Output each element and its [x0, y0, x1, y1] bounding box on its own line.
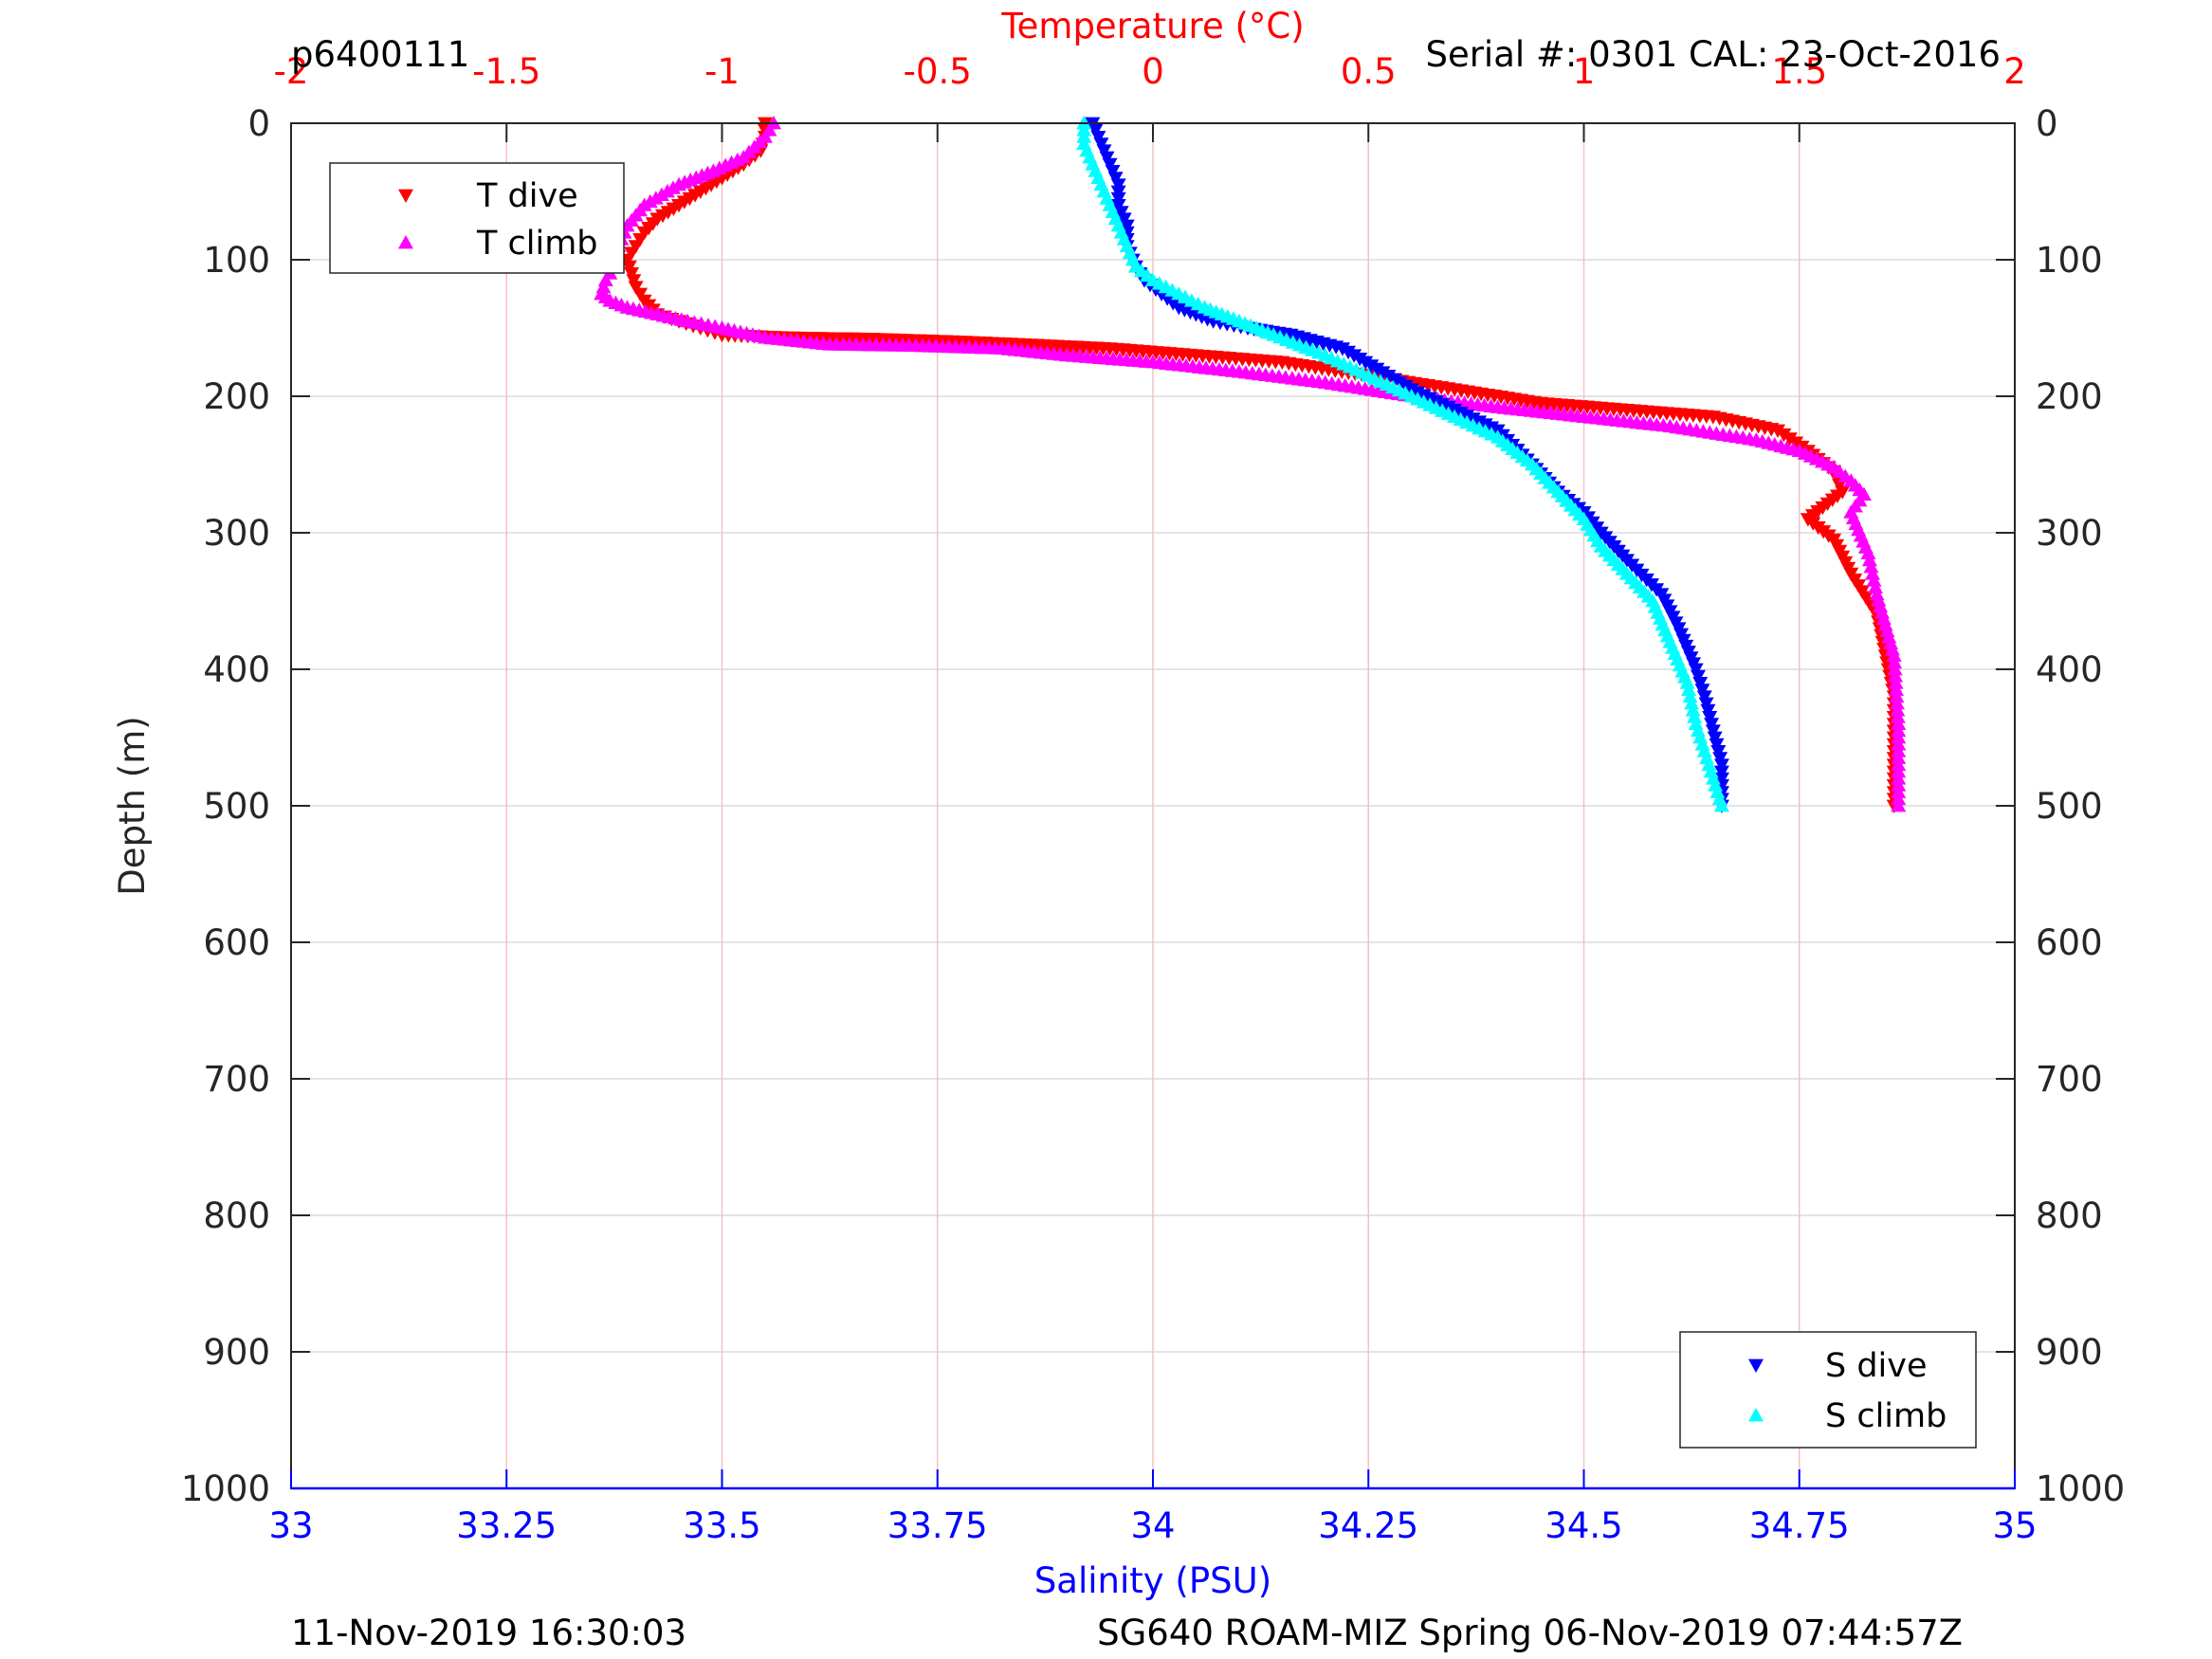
data-point [1866, 573, 1882, 587]
legend-marker-triangle [1748, 1408, 1764, 1422]
y-tick-label-right: 900 [2036, 1332, 2103, 1373]
legend-marker-triangle [398, 189, 413, 203]
legend-temperature-box [329, 162, 625, 274]
y-tick-label-left: 300 [203, 513, 270, 554]
y-tick-label-left: 700 [203, 1059, 270, 1100]
data-point [1679, 675, 1695, 689]
temperature-tick-label: 1.5 [1771, 51, 1827, 92]
y-tick-label-left: 900 [203, 1332, 270, 1373]
profile-id-label: p6400111 [291, 34, 469, 75]
legend-t-climb-marker [398, 235, 413, 249]
y-tick-label-right: 600 [2036, 922, 2103, 963]
data-point [1886, 647, 1902, 662]
legend-s-dive-marker [1748, 1358, 1764, 1373]
y-tick-label-left: 400 [203, 649, 270, 690]
legend-s-climb-label: S climb [1825, 1397, 1947, 1435]
y-tick-label-right: 100 [2036, 240, 2103, 281]
data-point [1685, 702, 1701, 717]
data-point [1889, 688, 1905, 703]
salinity-tick-label: 34.75 [1749, 1505, 1850, 1546]
data-point [624, 246, 640, 261]
y-tick-label-right: 400 [2036, 649, 2103, 690]
temperature-tick-label: -1 [704, 51, 740, 92]
serial-cal-label: Serial #: 0301 CAL: 23-Oct-2016 [1425, 34, 2001, 75]
legend-salinity: S dive S climb [1679, 1331, 1977, 1449]
legend-s-climb-marker [1748, 1408, 1764, 1422]
y-tick-label-left: 100 [203, 240, 270, 281]
temperature-tick-label: -1.5 [472, 51, 540, 92]
bottom-axis-title: Salinity (PSU) [1034, 1560, 1271, 1601]
data-point [1713, 798, 1729, 812]
salinity-tick-label: 34 [1130, 1505, 1175, 1546]
salinity-tick-label: 34.5 [1545, 1505, 1622, 1546]
data-point [1888, 668, 1904, 683]
y-tick-label-right: 700 [2036, 1059, 2103, 1100]
data-point [1890, 709, 1906, 723]
y-tick-label-right: 0 [2036, 103, 2058, 144]
series-s-dive [1085, 117, 1729, 813]
y-tick-label-right: 300 [2036, 513, 2103, 554]
data-point [1865, 566, 1881, 580]
temperature-tick-label: 0 [1142, 51, 1164, 92]
temperature-tick-label: 2 [2003, 51, 2026, 92]
footer-timestamp: 11-Nov-2019 16:30:03 [291, 1613, 686, 1653]
temperature-tick-label: -2 [274, 51, 309, 92]
legend-t-dive-label: T dive [476, 177, 578, 215]
data-series [594, 116, 1907, 813]
axis-ticks: 0 0 100 100 200 200 300 300 400 400 500 500 600 600 70… [181, 51, 2125, 1546]
grid-lines [291, 123, 2015, 1488]
y-tick-label-left: 600 [203, 922, 270, 963]
top-axis-title: Temperature (°C) [1000, 6, 1304, 46]
data-point [1682, 688, 1698, 703]
data-point [1860, 545, 1876, 559]
legend-marker-triangle [1748, 1358, 1764, 1373]
salinity-tick-label: 33.75 [887, 1505, 988, 1546]
data-point [1889, 682, 1905, 696]
y-tick-label-left: 200 [203, 376, 270, 417]
legend-temperature: T dive T climb [329, 162, 625, 274]
y-tick-label-left: 1000 [181, 1468, 270, 1509]
salinity-tick-label: 34.25 [1318, 1505, 1418, 1546]
data-point [1887, 662, 1903, 676]
data-point [1889, 696, 1905, 710]
salinity-tick-label: 33.5 [683, 1505, 760, 1546]
y-tick-label-left: 800 [203, 1195, 270, 1236]
legend-s-dive-label: S dive [1825, 1347, 1928, 1385]
data-point [1681, 682, 1697, 696]
y-tick-label-left: 0 [247, 103, 270, 144]
y-tick-label-right: 1000 [2036, 1468, 2125, 1509]
y-tick-label-right: 200 [2036, 376, 2103, 417]
legend-t-climb-label: T climb [476, 225, 598, 263]
data-point [1861, 552, 1877, 567]
data-point [1684, 696, 1700, 710]
data-point [1891, 798, 1907, 812]
salinity-tick-label: 33.25 [456, 1505, 557, 1546]
y-axis-title: Depth (m) [112, 716, 153, 895]
salinity-tick-label: 33 [268, 1505, 313, 1546]
data-point [1687, 709, 1703, 723]
temperature-tick-label: 1 [1573, 51, 1596, 92]
footer-mission: SG640 ROAM-MIZ Spring 06-Nov-2019 07:44:… [1097, 1613, 1963, 1653]
legend-salinity-box [1679, 1331, 1977, 1449]
legend-marker-triangle [398, 235, 413, 249]
data-point [1887, 654, 1903, 669]
y-tick-label-left: 500 [203, 786, 270, 827]
series-s-climb [1076, 116, 1729, 812]
y-tick-label-right: 800 [2036, 1195, 2103, 1236]
temperature-tick-label: 0.5 [1341, 51, 1397, 92]
temperature-tick-label: -0.5 [904, 51, 972, 92]
data-point [1888, 675, 1904, 689]
y-tick-label-right: 500 [2036, 786, 2103, 827]
data-point [628, 281, 644, 295]
salinity-tick-label: 35 [1992, 1505, 2037, 1546]
data-point [1863, 559, 1879, 574]
data-point [1890, 702, 1906, 717]
data-point [1868, 579, 1884, 593]
legend-t-dive-marker [398, 189, 413, 203]
